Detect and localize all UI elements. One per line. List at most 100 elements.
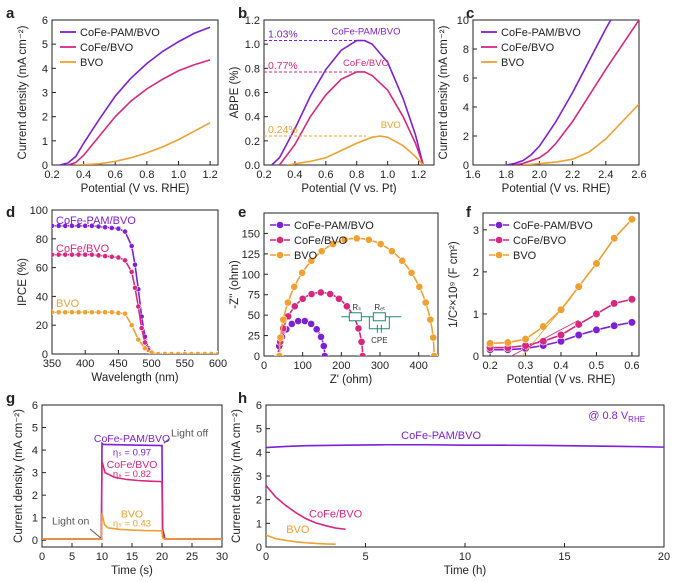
- data-point: [364, 235, 373, 244]
- data-point: [319, 342, 328, 350]
- series-label: CoFe-PAM/BVO: [401, 430, 481, 442]
- y-tick-label: 5: [42, 39, 48, 51]
- y-tick-label: 1.2: [245, 15, 260, 27]
- data-point: [335, 294, 343, 303]
- x-tick-label: 25: [186, 551, 198, 563]
- panel-h: h 0 5 10 15 20 0 1 2 3 4 5 6 Time (h) Current density …: [231, 390, 670, 577]
- y-axis-label: 1/C²×10⁹ (F cm²): [448, 241, 460, 328]
- data-point: [108, 225, 115, 231]
- efficiency-label: ηₛ = 0.97: [113, 448, 151, 459]
- data-point: [290, 282, 299, 291]
- x-tick-label: 5: [69, 551, 75, 563]
- data-point: [88, 251, 95, 258]
- x-tick-label: 1.2: [411, 169, 426, 181]
- series-line: [42, 513, 222, 540]
- data-point: [521, 335, 530, 344]
- plot-area: [485, 215, 637, 356]
- data-point: [62, 309, 69, 316]
- data-point: [201, 351, 208, 354]
- data-point: [539, 322, 548, 331]
- plot-area: [266, 443, 664, 545]
- data-point: [132, 284, 138, 291]
- y-tick-label: 50: [248, 310, 260, 322]
- series-label: CoFe/BVO: [309, 508, 363, 520]
- data-point: [358, 352, 367, 356]
- circuit-inset: Rₛ Rₑₜ CPE: [341, 303, 402, 345]
- data-point: [88, 309, 95, 316]
- y-tick-label: 0: [32, 535, 38, 547]
- y-tick-label: 4: [256, 447, 262, 459]
- x-tick-label: 1.2: [202, 169, 217, 181]
- series-label: CoFe/BVO: [56, 243, 110, 255]
- x-tick-label: 600: [209, 358, 227, 370]
- series-line: [266, 484, 346, 531]
- series-label: CoFe-PAM/BVO: [56, 215, 136, 227]
- y-axis-label: Current density (mA cm⁻²): [438, 25, 450, 159]
- data-point: [102, 309, 109, 316]
- legend-marker: [495, 236, 503, 244]
- data-point: [610, 299, 619, 308]
- data-point: [102, 224, 109, 231]
- data-point: [188, 351, 195, 354]
- y-tick-label: 1: [42, 136, 48, 148]
- y-axis-label: Current density (mA cm⁻²): [17, 25, 29, 159]
- y-tick-label: 2: [256, 495, 262, 507]
- y-tick-label: 4: [32, 445, 38, 457]
- y-tick-label: 2: [463, 131, 469, 143]
- data-point: [108, 309, 115, 316]
- x-tick-label: 0.6: [624, 360, 639, 372]
- data-point: [75, 222, 82, 229]
- series-line: [278, 71, 424, 165]
- circuit-label: Rₑₜ: [374, 303, 385, 312]
- y-tick-label: 3: [256, 471, 262, 483]
- panel-g: g 0 5 10 15 20 25 30 0 1 2 3 4 5 6 Time (s) Current dens…: [6, 390, 228, 577]
- x-tick-label: 1.6: [465, 169, 480, 181]
- data-point: [320, 352, 329, 356]
- x-tick-label: 2.6: [631, 169, 646, 181]
- data-point: [307, 319, 316, 328]
- legend-entry: BVO: [80, 57, 104, 69]
- legend-entry: BVO: [294, 250, 318, 262]
- data-point: [275, 352, 284, 356]
- x-axis-label: Potential (V vs. RHE): [507, 374, 616, 386]
- data-point: [69, 222, 75, 229]
- x-tick-label: 0.2: [482, 360, 497, 372]
- x-tick-label: 400: [409, 360, 427, 372]
- x-tick-label: 20: [156, 551, 168, 563]
- x-tick-label: 0.4: [287, 169, 302, 181]
- data-point: [142, 339, 148, 346]
- data-point: [175, 351, 182, 354]
- x-tick-label: 350: [43, 358, 61, 370]
- data-point: [317, 247, 326, 256]
- data-point: [95, 252, 102, 259]
- y-tick-label: 0.6: [245, 88, 260, 100]
- data-point: [592, 309, 601, 319]
- y-tick-label: 5: [256, 424, 262, 436]
- data-point: [430, 352, 438, 356]
- panel-c: c 1.6 1.8 2.0 2.2 2.4 2.6 0 2 4 6 8 10 Potential (V v…: [438, 5, 647, 195]
- data-point: [215, 351, 218, 354]
- y-axis-label: ABPE (%): [229, 66, 241, 118]
- data-point: [376, 240, 385, 248]
- data-point: [298, 268, 307, 277]
- panel-letter: e: [238, 204, 246, 221]
- y-tick-label: 6: [32, 400, 38, 412]
- data-point: [287, 319, 296, 328]
- y-axis-label: IPCE (%): [17, 258, 29, 306]
- panel-letter: b: [238, 5, 247, 22]
- series-line: [266, 443, 664, 449]
- data-point: [62, 251, 69, 258]
- data-point: [354, 324, 363, 333]
- x-tick-label: 550: [176, 358, 194, 370]
- x-axis-label: Potential (V vs. RHE): [502, 183, 611, 195]
- series-line: [266, 534, 336, 545]
- y-tick-label: 6: [42, 15, 48, 27]
- data-point: [75, 251, 82, 258]
- data-point: [108, 253, 115, 260]
- data-point: [52, 309, 55, 316]
- data-point: [426, 315, 435, 324]
- x-tick-label: 0: [261, 360, 267, 372]
- y-tick-label: 6: [463, 73, 469, 85]
- y-tick-label: 25: [248, 331, 260, 343]
